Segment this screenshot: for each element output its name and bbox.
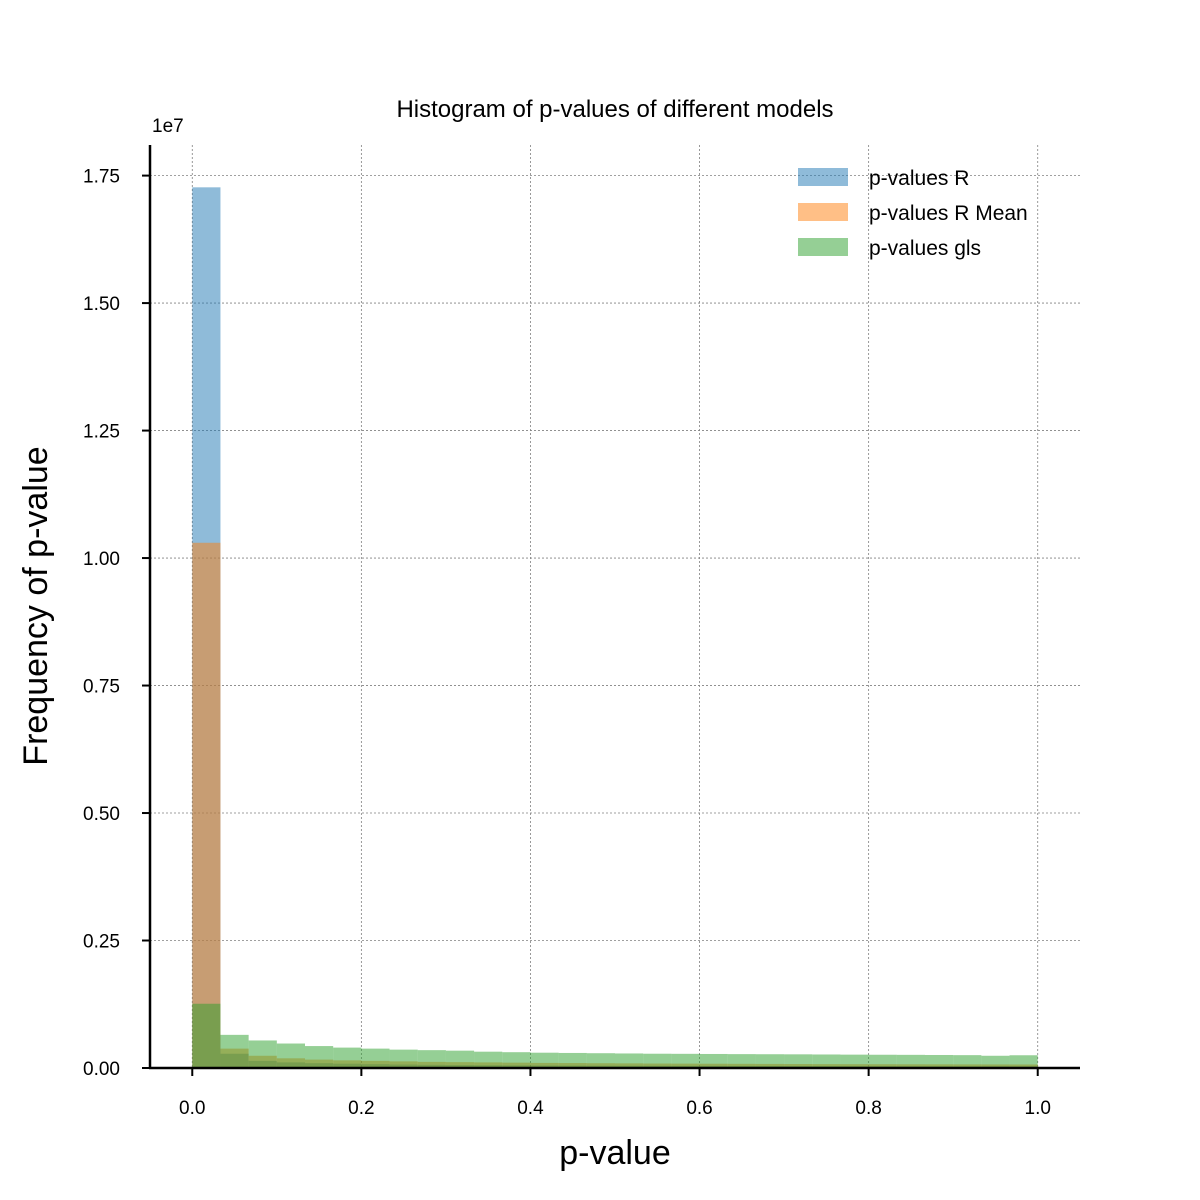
- bar-p-values-gls: [755, 1054, 785, 1068]
- bar-p-values-gls: [502, 1052, 531, 1068]
- legend-label: p-values R Mean: [869, 202, 1028, 225]
- bar-p-values-gls: [615, 1053, 644, 1068]
- axes: [148, 145, 1080, 1070]
- bar-p-values-gls: [220, 1034, 249, 1068]
- bar-p-values-gls: [812, 1054, 841, 1068]
- x-tick-label: 0.6: [686, 1098, 712, 1119]
- bar-p-values-gls: [896, 1054, 925, 1068]
- bar-p-values-gls: [643, 1053, 672, 1068]
- legend-swatch: [798, 168, 848, 186]
- bar-p-values-gls: [840, 1054, 869, 1068]
- x-tick-label: 0.2: [348, 1098, 374, 1119]
- bar-p-values-gls: [1009, 1055, 1038, 1068]
- bar-p-values-gls: [784, 1054, 813, 1068]
- y-tick-label: 1.75: [83, 167, 120, 188]
- x-tick-label: 0.8: [855, 1098, 881, 1119]
- bar-p-values-r-mean: [192, 542, 221, 1068]
- legend-label: p-values R: [869, 167, 969, 190]
- x-tick-label: 0.4: [517, 1098, 544, 1119]
- bar-p-values-gls: [953, 1055, 982, 1068]
- x-tick-label: 0.0: [179, 1098, 205, 1119]
- bar-p-values-gls: [276, 1043, 305, 1068]
- y-tick-label: 1.25: [83, 422, 120, 443]
- y-tick-label: 0.50: [83, 804, 120, 825]
- y-tick-label: 0.25: [83, 932, 120, 953]
- bar-p-values-gls: [925, 1054, 954, 1068]
- y-tick-label: 1.50: [83, 294, 120, 315]
- bar-p-values-gls: [192, 1003, 221, 1068]
- bar-p-values-gls: [530, 1052, 559, 1068]
- y-tick-label: 0.75: [83, 677, 120, 698]
- histogram-bars: [192, 187, 1038, 1068]
- bar-p-values-gls: [389, 1049, 418, 1068]
- bar-p-values-gls: [868, 1054, 897, 1068]
- y-offset-label: 1e7: [152, 116, 184, 137]
- chart-title: Histogram of p-values of different model…: [396, 96, 833, 123]
- y-axis-title: Frequency of p-value: [17, 446, 55, 765]
- ticks: 0.0 0.2 0.4 0.6 0.8 1.0 0.00 0.25 0.50 0.75 1.00 1.…: [83, 167, 1051, 1119]
- legend-label: p-values gls: [869, 237, 981, 260]
- legend-swatch: [798, 238, 848, 256]
- bar-p-values-gls: [445, 1050, 475, 1068]
- bar-p-values-gls: [699, 1053, 728, 1068]
- legend: p-values R p-values R Mean p-values gls: [798, 167, 1028, 260]
- bar-p-values-gls: [558, 1052, 587, 1068]
- bar-p-values-gls: [981, 1055, 1010, 1068]
- y-tick-label: 0.00: [83, 1059, 120, 1080]
- x-axis-title: p-value: [559, 1134, 671, 1172]
- bar-p-values-gls: [417, 1050, 446, 1068]
- bar-p-values-gls: [361, 1048, 390, 1068]
- x-tick-label: 1.0: [1025, 1098, 1051, 1119]
- bar-p-values-gls: [474, 1051, 503, 1068]
- bar-p-values-gls: [248, 1040, 277, 1068]
- bar-p-values-gls: [305, 1046, 334, 1068]
- bar-p-values-gls: [333, 1047, 362, 1068]
- bar-p-values-gls: [671, 1053, 700, 1068]
- y-tick-label: 1.00: [83, 549, 120, 570]
- bar-p-values-gls: [586, 1053, 615, 1068]
- legend-swatch: [798, 203, 848, 221]
- grid-lines: [150, 145, 1080, 1069]
- bar-p-values-gls: [727, 1054, 756, 1068]
